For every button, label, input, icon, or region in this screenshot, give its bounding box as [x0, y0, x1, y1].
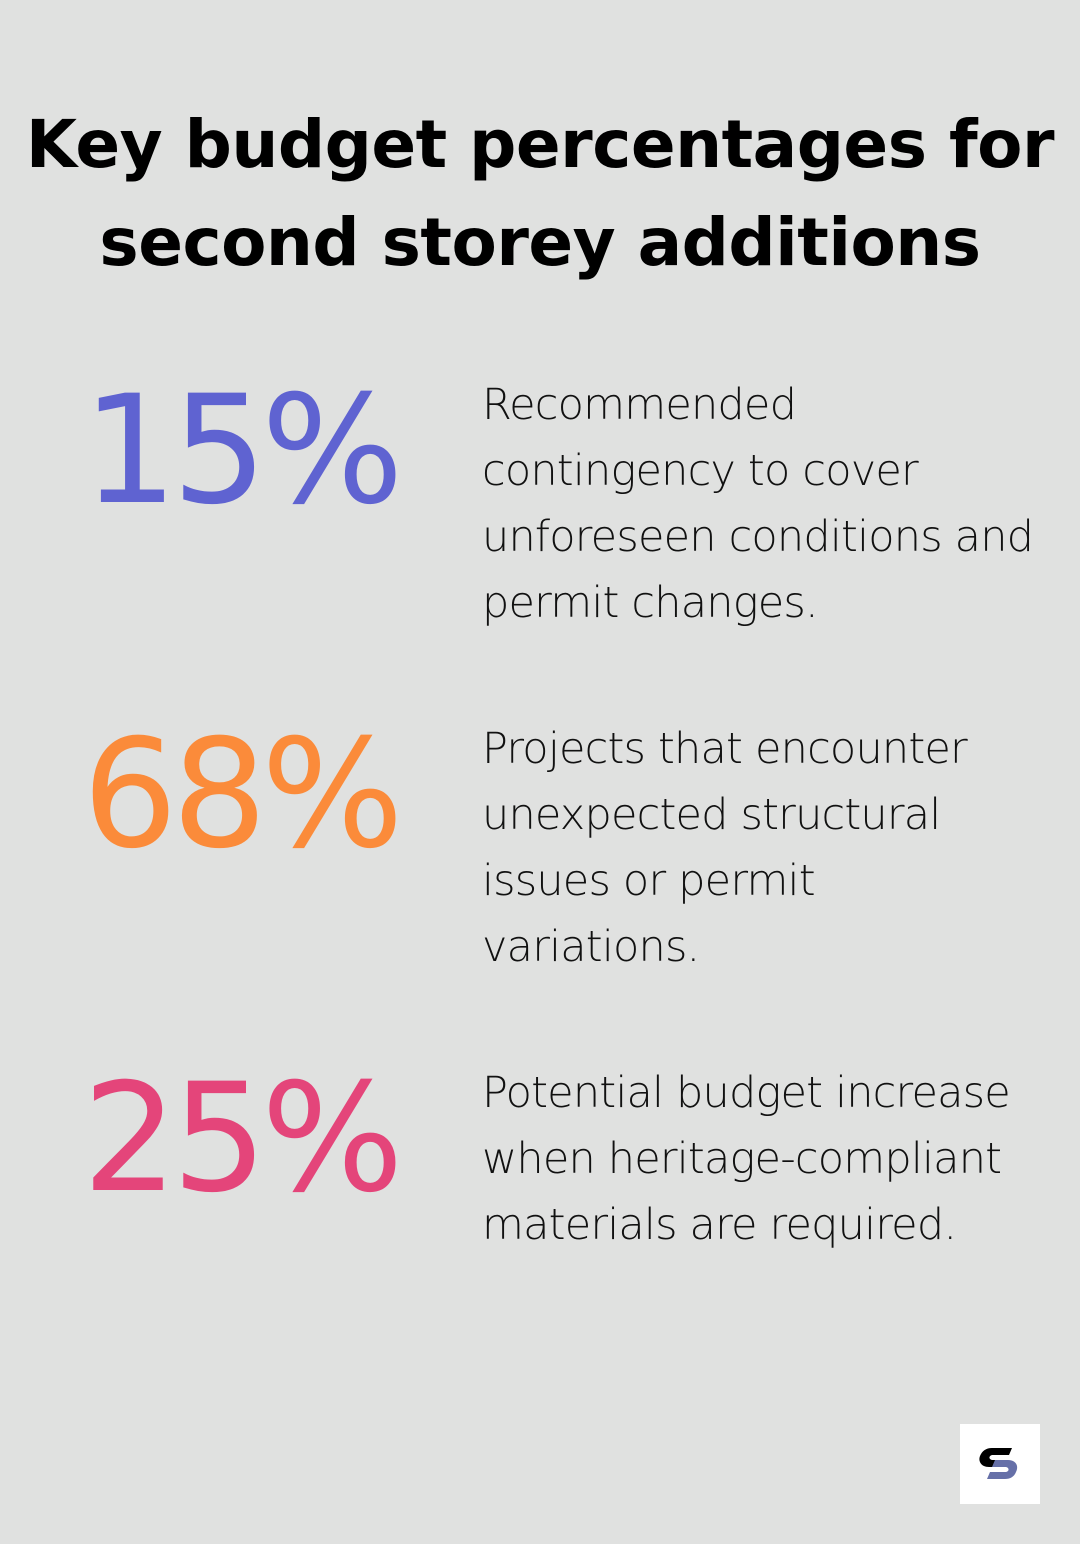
- stat-description: Recommended contingency to cover unfores…: [482, 380, 1034, 628]
- stat-value: 15%: [82, 364, 403, 538]
- brand-s-logo-icon: [979, 1448, 1018, 1479]
- stat-value: 68%: [82, 708, 403, 882]
- brand-logo: [960, 1424, 1040, 1504]
- stat-description: Potential budget increase when heritage-…: [482, 1068, 1011, 1250]
- stat-description: Projects that encounter unexpected struc…: [482, 724, 968, 972]
- page-title: Key budget percentages for second storey…: [25, 106, 1055, 281]
- stat-value: 25%: [82, 1052, 403, 1226]
